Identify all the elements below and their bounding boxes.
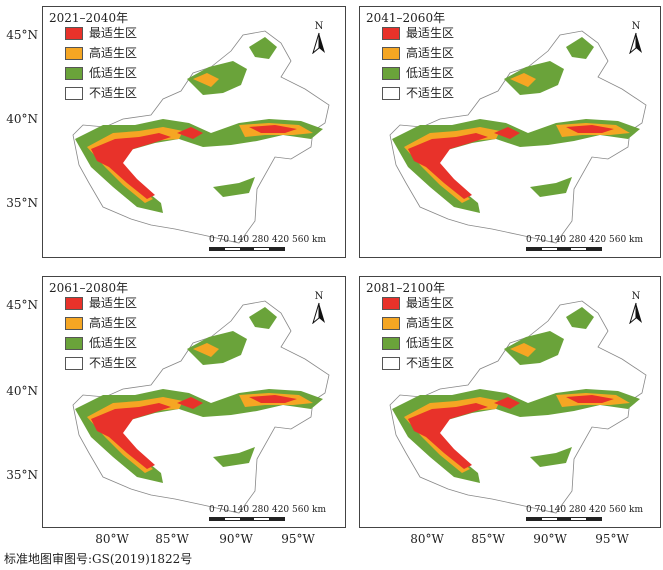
scale-bar: 0 70 140 280 420 560 km: [526, 235, 643, 251]
lat-label-40: 40°N: [6, 112, 38, 126]
panel-title: 2081–2100年: [366, 281, 446, 295]
lon-label-80: 80°W: [410, 532, 444, 546]
lat-label-45: 45°N: [6, 28, 38, 42]
legend-item-none: 不适生区: [382, 353, 454, 373]
panel-title: 2021–2040年: [49, 11, 129, 25]
legend-item-best: 最适生区: [382, 23, 454, 43]
legend-swatch: [65, 86, 83, 100]
legend-item-high: 高适生区: [65, 43, 137, 63]
lat-label-35: 35°N: [6, 468, 38, 482]
north-arrow-icon: N: [628, 291, 644, 327]
lon-label-90: 90°W: [533, 532, 567, 546]
lat-label-40: 40°N: [6, 384, 38, 398]
legend-swatch: [65, 46, 83, 60]
legend-swatch: [65, 26, 83, 40]
legend-item-low: 低适生区: [65, 63, 137, 83]
scale-bar: 0 70 140 280 420 560 km: [526, 505, 643, 521]
legend-label: 高适生区: [89, 46, 138, 60]
legend-label: 最适生区: [89, 26, 138, 40]
legend-item-best: 最适生区: [65, 23, 137, 43]
legend-item-low: 低适生区: [382, 333, 454, 353]
legend-swatch: [65, 66, 83, 80]
legend-item-low: 低适生区: [65, 333, 137, 353]
panel-title: 2061–2080年: [49, 281, 129, 295]
map-panel-1: 2021–2040年 最适生区 高适生区 低适生区 不适生区 N 0 70 14…: [42, 6, 346, 258]
map-panel-3: 2061–2080年 最适生区 高适生区 低适生区 不适生区 N 0 70 14…: [42, 276, 346, 528]
legend: 最适生区 高适生区 低适生区 不适生区: [382, 23, 454, 103]
legend-label: 低适生区: [89, 66, 138, 80]
legend-item-high: 高适生区: [65, 313, 137, 333]
legend-item-low: 低适生区: [382, 63, 454, 83]
legend-item-none: 不适生区: [65, 353, 137, 373]
lon-label-95: 95°W: [281, 532, 315, 546]
legend: 最适生区 高适生区 低适生区 不适生区: [65, 293, 137, 373]
legend-item-high: 高适生区: [382, 43, 454, 63]
north-arrow-icon: N: [311, 291, 327, 327]
legend-label: 不适生区: [89, 86, 138, 100]
lon-label-80: 80°W: [95, 532, 129, 546]
north-arrow-icon: N: [311, 21, 327, 57]
legend-item-best: 最适生区: [382, 293, 454, 313]
lon-label-85: 85°W: [471, 532, 505, 546]
panel-title: 2041–2060年: [366, 11, 446, 25]
lat-label-35: 35°N: [6, 196, 38, 210]
lat-label-45: 45°N: [6, 298, 38, 312]
legend-item-none: 不适生区: [382, 83, 454, 103]
scale-label: 0 70 140 280 420 560 km: [209, 235, 327, 245]
scale-bar: 0 70 140 280 420 560 km: [209, 505, 326, 521]
scale-bar: 0 70 140 280 420 560 km: [209, 235, 327, 251]
legend: 最适生区 高适生区 低适生区 不适生区: [65, 23, 137, 103]
legend-item-best: 最适生区: [65, 293, 137, 313]
map-panel-4: 2081–2100年 最适生区 高适生区 低适生区 不适生区 N 0 70 14…: [359, 276, 661, 528]
legend-item-none: 不适生区: [65, 83, 137, 103]
legend-item-high: 高适生区: [382, 313, 454, 333]
north-arrow-icon: N: [628, 21, 644, 57]
map-panel-2: 2041–2060年 最适生区 高适生区 低适生区 不适生区 N 0 70 14…: [359, 6, 661, 258]
lon-label-85: 85°W: [155, 532, 189, 546]
map-approval-caption: 标准地图审图号:GS(2019)1822号: [4, 552, 193, 566]
legend: 最适生区 高适生区 低适生区 不适生区: [382, 293, 454, 373]
lon-label-90: 90°W: [219, 532, 253, 546]
lon-label-95: 95°W: [595, 532, 629, 546]
